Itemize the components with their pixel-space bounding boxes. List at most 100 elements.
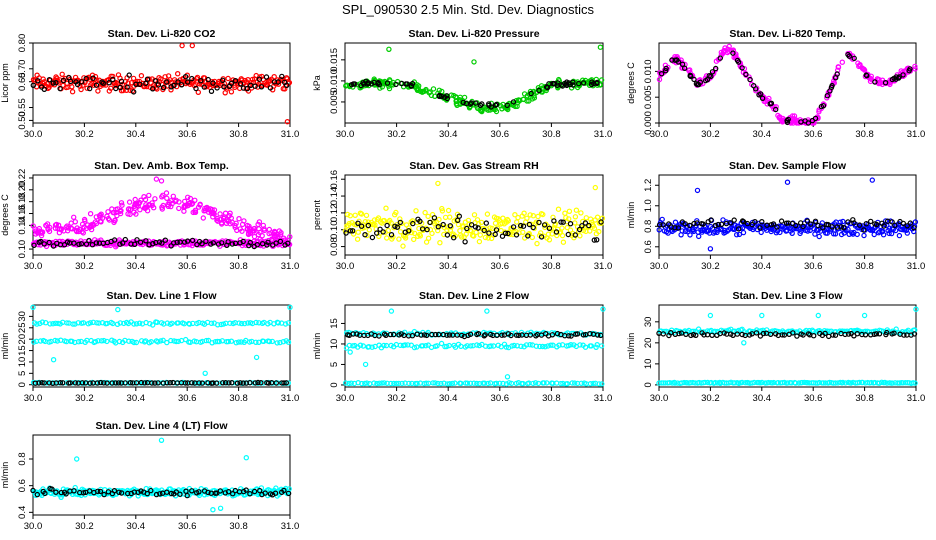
data-point <box>364 380 370 386</box>
data-point <box>504 374 511 380</box>
y-tick-label: 0.70 <box>17 60 28 79</box>
data-point <box>366 227 372 233</box>
data-point <box>502 230 509 236</box>
data-point <box>162 237 168 243</box>
data-point <box>752 218 758 225</box>
data-point <box>168 198 174 204</box>
data-point <box>36 380 42 386</box>
data-point <box>816 108 822 115</box>
data-point <box>50 243 57 249</box>
y-axis-label: ml/min <box>626 202 636 229</box>
data-point <box>164 489 170 495</box>
data-point <box>713 65 719 72</box>
data-point <box>815 222 821 229</box>
y-tick-label: 30 <box>643 317 654 328</box>
x-tick-label: 30.8 <box>229 261 248 272</box>
data-point <box>733 51 739 57</box>
data-point <box>148 339 154 345</box>
data-point <box>397 229 404 235</box>
data-point <box>851 55 857 62</box>
panel-title: Stan. Dev. Li-820 Pressure <box>408 28 539 40</box>
data-point <box>131 241 138 247</box>
y-axis-label: kPa <box>312 75 322 91</box>
data-point <box>414 380 420 387</box>
data-point <box>572 380 578 386</box>
data-point <box>369 234 376 241</box>
data-point <box>558 219 564 225</box>
data-point <box>57 380 64 386</box>
data-point <box>492 102 499 108</box>
data-point <box>441 380 447 386</box>
data-point <box>359 380 365 387</box>
y-tick-label: 5 <box>17 371 28 376</box>
data-point <box>468 228 474 234</box>
data-point <box>493 380 500 386</box>
data-point <box>247 239 253 246</box>
data-point <box>834 71 840 77</box>
data-point <box>90 82 97 88</box>
data-point <box>687 232 693 238</box>
data-point <box>768 100 775 107</box>
data-point <box>535 380 542 387</box>
x-tick-label: 30.2 <box>75 129 94 140</box>
data-point <box>510 224 517 230</box>
data-point <box>900 380 906 386</box>
data-point <box>579 223 585 229</box>
x-tick-label: 31.0 <box>907 261 926 272</box>
data-point <box>374 380 380 387</box>
data-point <box>135 380 142 386</box>
data-point <box>700 221 706 227</box>
data-point <box>255 379 261 386</box>
data-point <box>57 85 63 92</box>
data-point <box>221 84 227 90</box>
data-point <box>820 224 826 231</box>
x-tick-label: 31.0 <box>281 261 300 272</box>
data-point <box>466 221 472 227</box>
data-point <box>784 119 791 126</box>
data-point <box>500 215 506 221</box>
data-point <box>874 79 881 85</box>
data-point <box>265 239 271 245</box>
data-point <box>160 337 166 343</box>
data-point <box>70 321 76 327</box>
data-point <box>889 380 896 386</box>
data-point <box>859 379 866 386</box>
data-point <box>440 221 446 228</box>
data-point <box>682 221 688 227</box>
data-point <box>269 338 275 345</box>
data-point <box>350 81 357 87</box>
panel-title: Stan. Dev. Line 1 Flow <box>106 290 217 302</box>
data-point <box>388 308 395 314</box>
data-point <box>529 234 536 241</box>
data-point <box>144 490 150 497</box>
y-tick-label: 10 <box>329 339 340 350</box>
data-point <box>41 86 48 93</box>
data-point <box>237 380 243 386</box>
data-point <box>749 380 755 386</box>
data-point <box>158 76 164 82</box>
panel-title: Stan. Dev. Amb. Box Temp. <box>94 160 229 172</box>
y-tick-label: 20 <box>643 338 654 349</box>
data-point <box>459 223 465 229</box>
data-point <box>88 223 95 230</box>
data-point <box>794 333 800 339</box>
data-point <box>688 332 694 339</box>
data-point <box>486 101 492 107</box>
data-point <box>444 95 450 102</box>
data-point <box>30 223 36 229</box>
data-point <box>871 231 877 238</box>
data-point <box>706 72 713 79</box>
data-point <box>476 342 482 349</box>
data-point <box>114 206 121 212</box>
data-point <box>513 332 520 338</box>
data-point <box>97 379 104 386</box>
x-tick-label: 30.0 <box>24 129 43 140</box>
data-point <box>199 240 205 247</box>
data-point <box>800 223 806 230</box>
data-point <box>471 212 478 218</box>
x-tick-label: 30.0 <box>24 261 43 272</box>
x-tick-label: 30.6 <box>804 393 823 404</box>
data-point <box>173 338 179 345</box>
data-point <box>391 331 397 338</box>
data-point <box>434 343 440 349</box>
